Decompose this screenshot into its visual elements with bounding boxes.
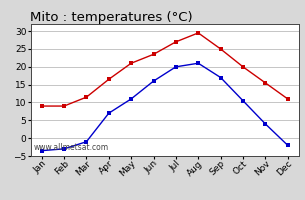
Text: www.allmetsat.com: www.allmetsat.com [33, 143, 108, 152]
Text: Mito : temperatures (°C): Mito : temperatures (°C) [30, 11, 193, 24]
